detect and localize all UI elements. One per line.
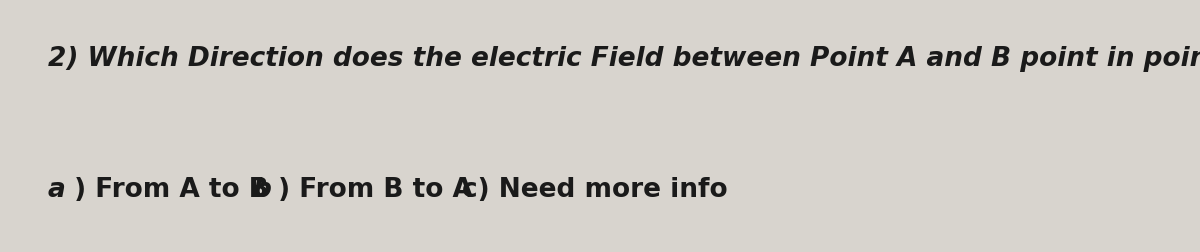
Text: b: b <box>252 176 271 202</box>
Text: ) From A to B: ) From A to B <box>65 176 269 202</box>
Text: a: a <box>48 176 66 202</box>
Text: 2) Which Direction does the electric Field between Point A and B point in point : 2) Which Direction does the electric Fie… <box>48 45 1200 71</box>
Text: ) From B to A: ) From B to A <box>269 176 473 202</box>
Text: c) Need more info: c) Need more info <box>462 176 727 202</box>
